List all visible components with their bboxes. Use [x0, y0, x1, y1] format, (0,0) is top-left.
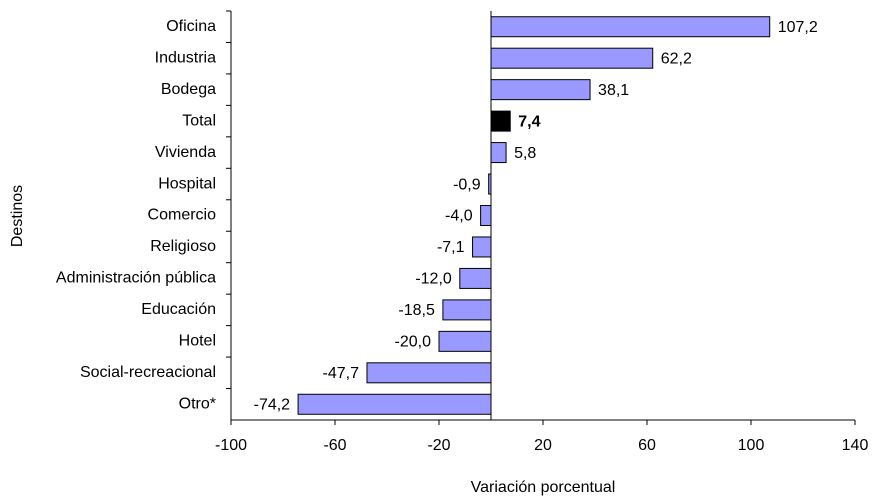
bar — [490, 47, 654, 69]
bar — [459, 267, 492, 289]
value-label: 7,4 — [518, 113, 540, 130]
y-tick-label: Administración pública — [56, 270, 216, 287]
value-label: -47,7 — [323, 365, 360, 382]
x-tick-label: 100 — [738, 437, 765, 454]
y-tick-label: Industria — [155, 49, 216, 66]
bar — [297, 393, 492, 415]
bar — [490, 16, 771, 38]
y-tick-label: Hotel — [179, 333, 216, 350]
y-tick-label: Oficina — [166, 18, 216, 35]
y-tick-label: Comercio — [148, 207, 217, 224]
bar — [490, 110, 511, 132]
y-tick-label: Total — [182, 112, 216, 129]
y-tick-label: Vivienda — [155, 144, 216, 161]
value-label: -18,5 — [398, 302, 435, 319]
y-axis-label: Destinos — [9, 185, 26, 247]
bar — [472, 236, 492, 258]
value-label: -74,2 — [254, 396, 291, 413]
y-tick-label: Hospital — [158, 175, 216, 192]
y-tick-label: Social-recreacional — [80, 364, 216, 381]
y-tick-label: Otro* — [179, 395, 216, 412]
y-tick-label: Educación — [141, 301, 216, 318]
bar — [442, 299, 492, 321]
bar — [490, 79, 591, 101]
x-tick-label: -20 — [427, 437, 450, 454]
y-tick-label: Bodega — [161, 81, 216, 98]
x-tick-label: -100 — [215, 437, 247, 454]
bar — [366, 362, 492, 384]
x-axis-label: Variación porcentual — [471, 479, 616, 496]
value-label: 107,2 — [778, 19, 818, 36]
x-tick-label: 20 — [534, 437, 552, 454]
value-label: -12,0 — [415, 271, 452, 288]
bar — [480, 205, 492, 226]
value-label: 5,8 — [514, 145, 536, 162]
bar — [490, 142, 507, 164]
value-label: -4,0 — [445, 208, 473, 225]
value-label: -20,0 — [395, 334, 432, 351]
x-tick-label: 140 — [842, 437, 869, 454]
x-tick-label: 60 — [638, 437, 656, 454]
x-tick-label: -60 — [323, 437, 346, 454]
value-label: -7,1 — [437, 239, 465, 256]
value-label: 62,2 — [661, 50, 692, 67]
y-tick-label: Religioso — [150, 238, 216, 255]
value-label: -0,9 — [453, 176, 481, 193]
value-label: 38,1 — [598, 82, 629, 99]
bar — [438, 330, 492, 352]
